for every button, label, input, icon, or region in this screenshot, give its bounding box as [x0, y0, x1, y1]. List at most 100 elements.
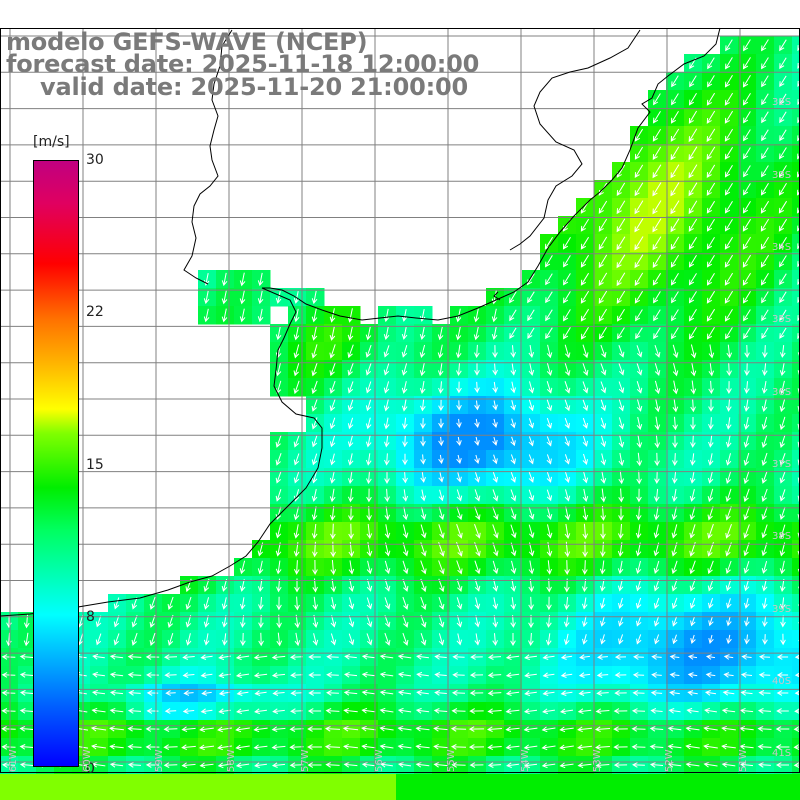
wind-arrow: [614, 690, 627, 696]
wind-arrow: [761, 470, 768, 484]
wind-cell: [792, 144, 800, 163]
wind-cell: [504, 792, 522, 800]
wind-arrow: [546, 381, 553, 394]
wind-arrow: [258, 632, 264, 647]
wind-arrow: [325, 708, 340, 714]
wind-arrow: [474, 418, 480, 429]
wind-arrow: [546, 344, 553, 359]
wind-arrow: [580, 236, 590, 250]
wind-arrow: [667, 725, 682, 732]
wind-arrow: [293, 362, 300, 377]
wind-arrow: [397, 725, 412, 732]
wind-arrow: [582, 417, 588, 429]
wind-arrow: [580, 326, 589, 340]
wind-arrow: [654, 452, 660, 467]
wind-arrow: [688, 327, 697, 340]
wind-arrow: [649, 762, 664, 768]
wind-arrow: [761, 309, 769, 322]
wind-arrow: [505, 708, 520, 715]
wind-arrow: [91, 707, 106, 714]
wind-arrow: [724, 201, 733, 214]
wind-arrow: [582, 344, 589, 359]
wind-arrow: [527, 309, 535, 322]
wind-cell: [360, 774, 378, 792]
wind-arrow: [342, 725, 359, 732]
wind-arrow: [329, 326, 336, 341]
wind-arrow: [618, 506, 624, 521]
wind-arrow: [365, 381, 372, 394]
wind-arrow: [275, 560, 282, 575]
wind-arrow: [311, 362, 318, 377]
wind-arrow: [456, 472, 462, 483]
wind-arrow: [617, 523, 624, 540]
wind-arrow: [582, 488, 589, 503]
wind-arrow: [163, 762, 178, 768]
wind-arrow: [253, 654, 268, 661]
wind-arrow: [307, 708, 322, 714]
lon-label: 53W: [592, 749, 603, 772]
wind-arrow: [402, 417, 408, 430]
wind-arrow: [456, 597, 463, 610]
wind-arrow: [438, 381, 444, 394]
wind-arrow: [437, 362, 444, 377]
wind-cell: [792, 378, 800, 397]
wind-arrow: [742, 75, 751, 88]
wind-arrow: [397, 689, 412, 696]
wind-arrow: [779, 129, 787, 142]
wind-arrow: [685, 761, 700, 768]
wind-arrow: [131, 597, 138, 610]
wind-arrow: [19, 762, 34, 768]
wind-arrow: [760, 200, 770, 214]
wind-arrow: [165, 690, 176, 696]
wind-arrow: [635, 579, 642, 592]
wind-arrow: [780, 597, 786, 610]
wind-arrow: [347, 488, 354, 503]
wind-arrow: [559, 744, 574, 751]
wind-arrow: [671, 489, 678, 502]
wind-arrow: [474, 524, 481, 539]
wind-arrow: [690, 634, 696, 644]
wind-cell: [54, 792, 72, 800]
wind-cell: [540, 774, 558, 792]
wind-arrow: [776, 690, 789, 696]
wind-arrow: [420, 633, 427, 646]
wind-arrow: [468, 726, 485, 732]
wind-arrow: [455, 308, 462, 323]
wind-arrow: [761, 452, 768, 466]
wind-arrow: [703, 743, 718, 750]
wind-arrow: [689, 75, 697, 88]
wind-arrow: [724, 236, 734, 250]
wind-arrow: [474, 472, 480, 483]
wind-cell: [792, 342, 800, 361]
wind-arrow: [347, 362, 354, 376]
wind-cell: [792, 126, 800, 145]
wind-arrow: [546, 489, 553, 502]
wind-cell: [792, 558, 800, 577]
wind-arrow: [706, 164, 716, 178]
wind-arrow: [616, 182, 626, 196]
wind-arrow: [361, 671, 376, 678]
wind-arrow: [545, 255, 553, 268]
wind-arrow: [651, 654, 662, 660]
wind-arrow: [450, 744, 467, 750]
wind-arrow: [636, 381, 643, 394]
wind-arrow: [1, 708, 16, 714]
wind-arrow: [671, 524, 678, 539]
wind-arrow: [510, 489, 517, 502]
wind-arrow: [528, 560, 535, 575]
wind-arrow: [348, 597, 355, 610]
wind-arrow: [492, 454, 498, 465]
wind-cell: [792, 36, 800, 55]
map-title-valid-date: valid date: 2025-11-20 21:00:00: [40, 73, 468, 101]
wind-arrow: [706, 237, 715, 250]
wind-arrow: [635, 309, 643, 322]
wind-arrow: [1, 744, 16, 750]
wind-arrow: [631, 744, 646, 750]
wind-cell: [738, 774, 756, 792]
wind-arrow: [560, 672, 573, 678]
wind-arrow: [775, 726, 790, 732]
wind-arrow: [239, 308, 246, 323]
wind-arrow: [724, 183, 733, 196]
wind-arrow: [311, 399, 318, 412]
wind-arrow: [564, 454, 570, 465]
